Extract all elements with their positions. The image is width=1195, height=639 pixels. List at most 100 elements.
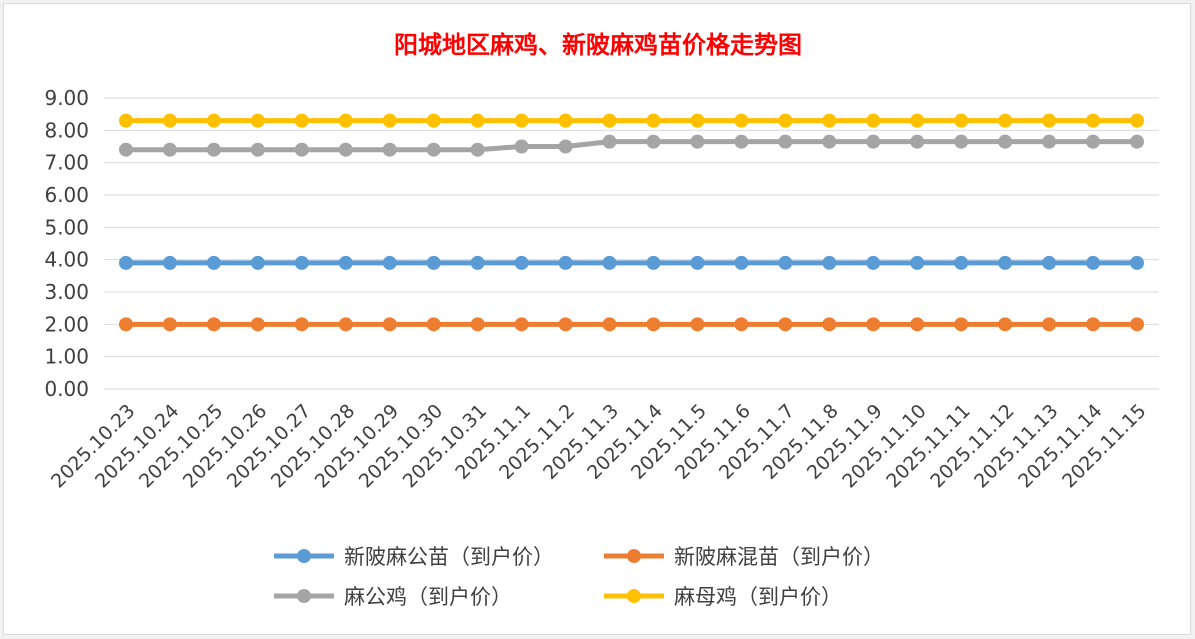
series-3 (118, 134, 1145, 157)
data-point (822, 134, 837, 149)
data-point (910, 113, 925, 128)
data-point (646, 134, 661, 149)
data-point (602, 113, 617, 128)
data-point (910, 317, 925, 332)
data-point (690, 255, 705, 270)
legend-swatch-marker (297, 549, 311, 563)
data-point (1042, 317, 1057, 332)
y-tick-label: 7.00 (44, 151, 89, 175)
data-point (118, 113, 133, 128)
data-point (1042, 255, 1057, 270)
data-point (426, 113, 441, 128)
data-point (338, 142, 353, 157)
data-point (426, 142, 441, 157)
data-point (778, 255, 793, 270)
data-point (778, 113, 793, 128)
data-point (778, 134, 793, 149)
data-point (382, 113, 397, 128)
data-point (558, 139, 573, 154)
data-point (646, 317, 661, 332)
data-point (206, 142, 221, 157)
data-point (294, 113, 309, 128)
y-tick-label: 8.00 (44, 118, 89, 142)
data-point (998, 255, 1013, 270)
legend-swatch-marker (627, 589, 641, 603)
data-point (118, 255, 133, 270)
data-point (690, 134, 705, 149)
data-point (426, 255, 441, 270)
legend-label: 麻母鸡（到户价） (674, 585, 842, 609)
data-point (250, 113, 265, 128)
data-point (294, 142, 309, 157)
y-tick-label: 2.00 (44, 312, 89, 336)
data-point (1086, 255, 1101, 270)
legend-swatch-marker (297, 589, 311, 603)
data-point (558, 255, 573, 270)
chart-title: 阳城地区麻鸡、新陂麻鸡苗价格走势图 (394, 31, 802, 59)
data-point (822, 113, 837, 128)
data-point (206, 113, 221, 128)
legend-item[interactable]: 麻公鸡（到户价） (274, 585, 512, 609)
data-point (646, 113, 661, 128)
data-point (382, 142, 397, 157)
data-point (514, 255, 529, 270)
data-point (910, 255, 925, 270)
data-point (954, 317, 969, 332)
data-point (1130, 317, 1145, 332)
data-point (1086, 317, 1101, 332)
data-point (998, 134, 1013, 149)
data-point (1130, 113, 1145, 128)
data-point (250, 255, 265, 270)
data-point (514, 139, 529, 154)
line-chart: 阳城地区麻鸡、新陂麻鸡苗价格走势图 0.00 1.00 2.00 3.00 4.00 5.… (44, 31, 1159, 609)
data-point (602, 134, 617, 149)
y-tick-label: 4.00 (44, 248, 89, 272)
data-point (558, 113, 573, 128)
data-point (954, 134, 969, 149)
data-point (162, 142, 177, 157)
data-point (1042, 113, 1057, 128)
legend[interactable]: 新陂麻公苗（到户价） 新陂麻混苗（到户价） 麻公鸡（到户价） 麻母鸡（到户价） (274, 545, 884, 609)
data-point (470, 142, 485, 157)
y-tick-label: 1.00 (44, 345, 89, 369)
data-point (250, 317, 265, 332)
data-point (734, 134, 749, 149)
data-point (558, 317, 573, 332)
legend-swatch-marker (627, 549, 641, 563)
data-point (162, 113, 177, 128)
series-lines (118, 113, 1145, 332)
data-point (514, 317, 529, 332)
data-point (338, 113, 353, 128)
y-tick-label: 9.00 (44, 86, 89, 110)
data-point (602, 255, 617, 270)
legend-item[interactable]: 新陂麻混苗（到户价） (604, 545, 884, 569)
data-point (998, 317, 1013, 332)
data-point (954, 113, 969, 128)
data-point (162, 255, 177, 270)
data-point (294, 317, 309, 332)
data-point (822, 317, 837, 332)
data-point (294, 255, 309, 270)
data-point (866, 113, 881, 128)
series-line (125, 139, 1138, 153)
y-tick-label: 3.00 (44, 280, 89, 304)
data-point (338, 317, 353, 332)
data-point (1130, 134, 1145, 149)
data-point (470, 113, 485, 128)
data-point (206, 317, 221, 332)
series-2 (118, 317, 1145, 332)
series-1 (118, 255, 1145, 270)
data-point (514, 113, 529, 128)
x-axis-ticks: 2025.10.232025.10.242025.10.252025.10.26… (47, 400, 1151, 492)
data-point (734, 317, 749, 332)
data-point (690, 317, 705, 332)
data-point (118, 317, 133, 332)
legend-label: 新陂麻公苗（到户价） (344, 545, 554, 569)
legend-label: 麻公鸡（到户价） (344, 585, 512, 609)
legend-item[interactable]: 新陂麻公苗（到户价） (274, 545, 554, 569)
data-point (470, 317, 485, 332)
y-tick-label: 0.00 (44, 377, 89, 401)
legend-item[interactable]: 麻母鸡（到户价） (604, 585, 842, 609)
data-point (426, 317, 441, 332)
data-point (1086, 113, 1101, 128)
